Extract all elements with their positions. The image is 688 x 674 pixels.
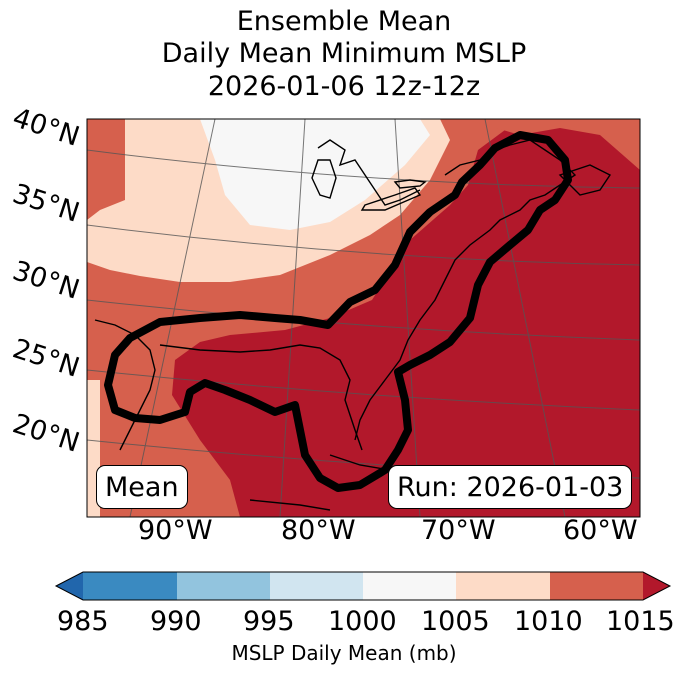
colorbar-segment-1000-1005 <box>363 572 456 600</box>
colorbar-tick-1000: 1000 <box>328 606 397 637</box>
colorbar-extend-high <box>643 572 670 600</box>
colorbar-tick-1005: 1005 <box>421 606 490 637</box>
field-1010-east-strip <box>465 119 640 170</box>
colorbar-tick-1015: 1015 <box>606 606 675 637</box>
field-1010-nw <box>87 119 125 220</box>
lon-label-70w: 70°W <box>421 515 496 546</box>
lon-label-60w: 60°W <box>563 515 638 546</box>
colorbar-extend-low <box>56 572 83 600</box>
colorbar-segment-985-990 <box>83 572 177 600</box>
field-1000 <box>200 119 430 230</box>
run-label-box: Run: 2026-01-03 <box>388 465 633 509</box>
lon-label-90w: 90°W <box>138 515 213 546</box>
colorbar-segment-995-1000 <box>270 572 363 600</box>
colorbar-segment-990-995 <box>177 572 270 600</box>
colorbar-tick-985: 985 <box>57 606 109 637</box>
lon-label-80w: 80°W <box>281 515 356 546</box>
map-frame <box>86 118 641 518</box>
coastlines <box>94 139 612 511</box>
ensemble-contour <box>104 131 572 492</box>
colorbar-segment-1010-1015 <box>550 572 643 600</box>
colorbar-label: MSLP Daily Mean (mb) <box>231 641 457 665</box>
colorbar-tick-990: 990 <box>150 606 202 637</box>
colorbar-tick-1010: 1010 <box>514 606 583 637</box>
mean-label-box: Mean <box>96 465 188 509</box>
title-line-2: Daily Mean Minimum MSLP <box>161 38 527 69</box>
colorbar-segment-1005-1010 <box>456 572 550 600</box>
colorbar-tick-995: 995 <box>243 606 295 637</box>
colorbar-outline <box>54 571 672 601</box>
title-line-3: 2026-01-06 12z-12z <box>207 71 481 102</box>
title-line-1: Ensemble Mean <box>236 6 452 37</box>
